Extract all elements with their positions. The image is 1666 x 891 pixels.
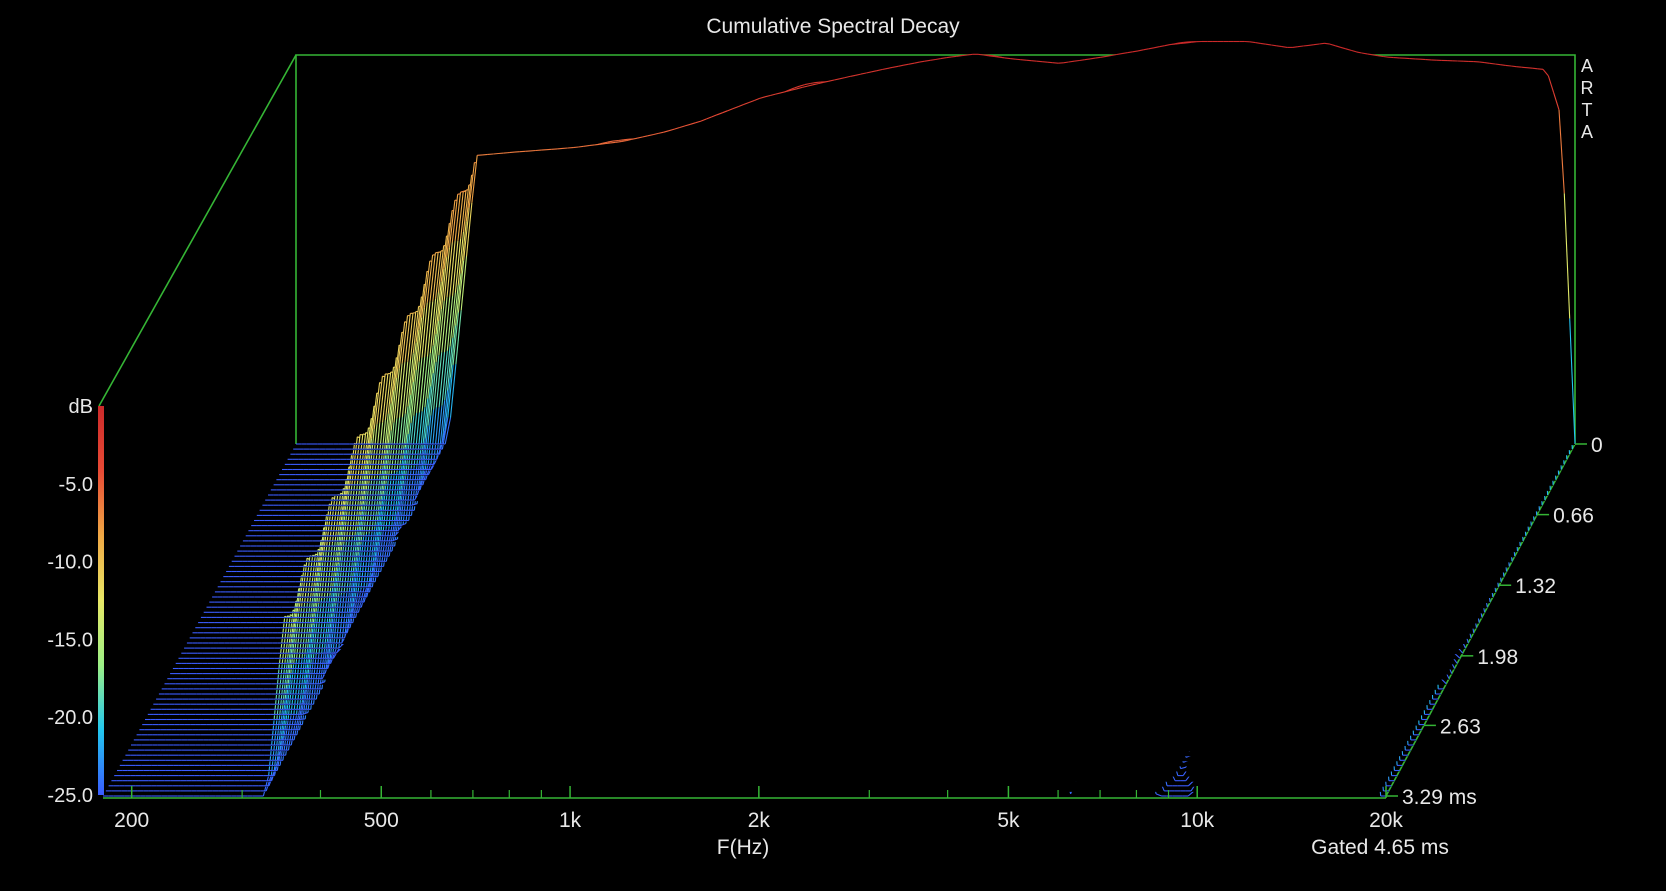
back-wall-outline — [295, 54, 1576, 444]
slice-segment — [1180, 766, 1187, 770]
chart-title: Cumulative Spectral Decay — [706, 15, 960, 38]
slice-segment — [290, 660, 297, 716]
slice-segment — [306, 555, 314, 604]
left-depth-edge — [98, 54, 297, 407]
db-tick-label: -10.0 — [47, 552, 93, 574]
slice-segment — [1155, 793, 1162, 797]
db-axis-label: dB — [69, 396, 93, 418]
slice-segment — [304, 601, 311, 657]
right-depth-edge — [1385, 443, 1576, 797]
slice-segment — [278, 616, 286, 665]
slice-segment — [265, 774, 273, 792]
slice-segment — [281, 615, 289, 665]
db-axis: dB -5.0 -10.0 -15.0 -20.0 -25.0 — [47, 396, 93, 807]
slice-segment — [290, 600, 297, 647]
slice-segment — [284, 646, 292, 699]
slice-segment — [1187, 790, 1194, 797]
db-tick-label: -15.0 — [47, 629, 93, 651]
colorbar-gradient — [98, 406, 104, 795]
plot-frame — [98, 54, 1576, 799]
slice-segment — [290, 620, 297, 674]
db-tick-label: -20.0 — [47, 707, 93, 729]
slice-segment — [299, 718, 306, 721]
decay-slices — [103, 40, 1576, 797]
slice-segment — [273, 716, 281, 771]
slice-segment — [292, 588, 300, 634]
db-tick-label: -5.0 — [59, 474, 93, 496]
slice-segment — [303, 555, 311, 605]
slice-segment — [295, 575, 303, 622]
slice-segment — [276, 709, 283, 763]
db-colorbar — [98, 406, 104, 795]
db-tick-label: -25.0 — [47, 785, 93, 807]
slice-segment — [287, 714, 295, 751]
slice-segment — [287, 633, 294, 686]
